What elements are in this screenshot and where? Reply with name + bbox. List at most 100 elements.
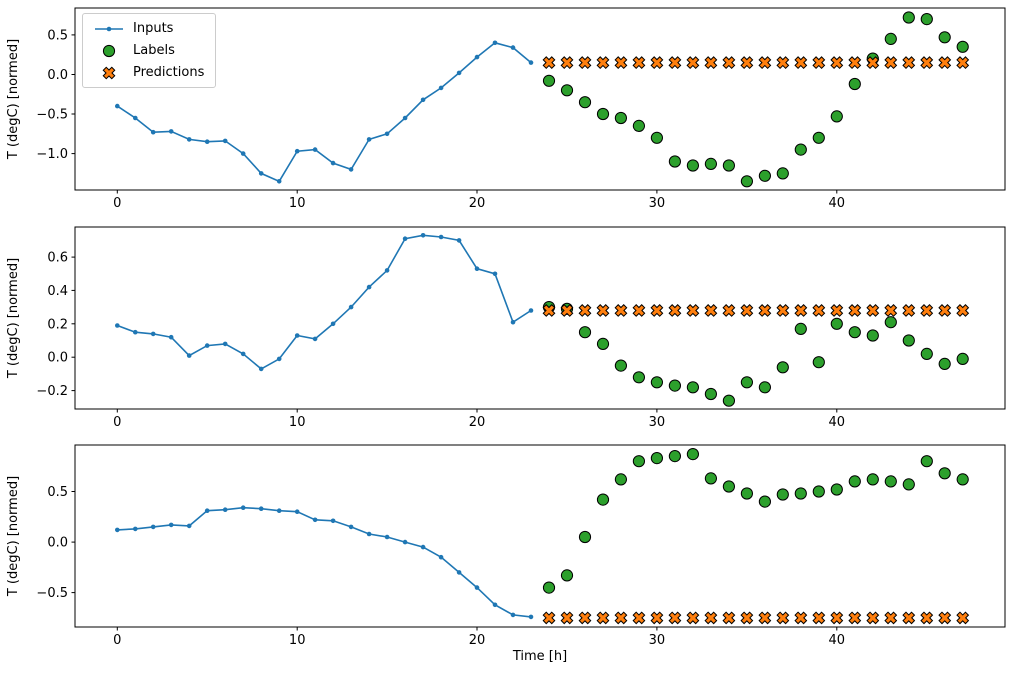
x-tick-label: 40	[829, 633, 846, 648]
inputs-marker	[384, 268, 390, 273]
x-tick-label: 10	[289, 415, 306, 430]
labels-marker	[776, 167, 789, 180]
inputs-marker	[402, 115, 408, 121]
inputs-marker	[115, 527, 120, 533]
x-tick-label: 10	[289, 633, 306, 648]
labels-marker	[542, 74, 556, 87]
labels-marker	[848, 77, 861, 91]
inputs-legend-icon	[95, 26, 123, 31]
labels-marker	[758, 169, 772, 182]
inputs-marker	[492, 271, 498, 277]
inputs-line	[116, 41, 532, 183]
y-tick-label: −1.0	[36, 147, 68, 162]
labels-marker	[866, 329, 879, 342]
labels-marker	[542, 581, 556, 594]
labels-marker	[848, 475, 861, 488]
predictions-marker	[740, 611, 754, 625]
predictions-marker	[920, 56, 934, 70]
labels-marker	[956, 473, 969, 486]
predictions-marker	[722, 304, 736, 317]
legend-label: Labels	[133, 43, 175, 58]
labels-marker	[920, 13, 933, 26]
labels-marker	[596, 107, 610, 121]
inputs-marker	[312, 517, 318, 523]
inputs-marker	[115, 103, 120, 109]
labels-marker	[920, 455, 933, 468]
inputs-marker	[420, 233, 426, 238]
inputs-marker	[294, 509, 300, 514]
inputs-marker	[222, 341, 228, 347]
predictions-marker	[686, 304, 700, 317]
y-tick-label: 0.4	[47, 284, 68, 299]
inputs-marker	[528, 308, 534, 313]
predictions-marker	[578, 304, 592, 317]
labels-marker	[722, 159, 736, 172]
plot-area	[74, 226, 1006, 410]
labels-marker	[758, 495, 772, 508]
predictions-marker	[560, 304, 574, 317]
inputs-marker	[348, 304, 354, 310]
predictions-marker	[776, 611, 790, 625]
predictions-marker	[884, 304, 898, 317]
subplot-top: 0 10 20 30 40 0.5 0.0 −0.5 −1.0 T (degC) [normed]	[6, 7, 1006, 211]
inputs-marker	[492, 602, 498, 608]
labels-marker	[776, 361, 789, 374]
predictions-marker	[794, 611, 808, 625]
y-tick-label: 0.5	[47, 28, 68, 43]
x-tick-label: 30	[649, 415, 666, 430]
legend-item-labels: Labels	[94, 43, 204, 58]
predictions-marker	[884, 611, 898, 625]
inputs-marker	[276, 179, 282, 184]
labels-marker	[614, 111, 628, 125]
inputs-marker	[402, 539, 408, 545]
x-tick-label: 0	[113, 196, 121, 211]
inputs-marker	[150, 331, 156, 337]
labels-marker	[632, 455, 646, 468]
predictions-marker	[956, 56, 970, 70]
inputs-marker	[168, 334, 174, 340]
labels-marker	[866, 473, 879, 486]
labels-marker	[686, 381, 700, 394]
inputs-marker	[438, 85, 444, 91]
y-tick-label: −0.5	[36, 586, 68, 601]
y-tick-label: −0.5	[36, 108, 68, 123]
predictions-marker	[578, 611, 592, 625]
predictions-marker	[920, 611, 934, 625]
predictions-legend-icon	[102, 66, 116, 79]
predictions-marker	[722, 611, 736, 625]
inputs-marker	[330, 518, 336, 524]
labels-marker	[830, 483, 843, 496]
inputs-marker	[510, 612, 516, 618]
predictions-marker	[614, 611, 628, 625]
labels-marker	[740, 376, 754, 389]
x-tick-label: 20	[469, 633, 486, 648]
predictions-marker	[668, 304, 682, 317]
labels-marker	[938, 467, 951, 480]
labels-marker	[596, 337, 610, 351]
labels-marker	[668, 379, 682, 392]
predictions-marker	[884, 56, 898, 70]
inputs-marker	[115, 323, 120, 328]
predictions-marker	[812, 304, 826, 317]
labels-marker	[722, 480, 736, 493]
predictions-marker	[704, 611, 718, 625]
predictions-marker	[542, 56, 556, 70]
labels-marker	[704, 157, 718, 170]
inputs-marker	[258, 506, 264, 511]
inputs-marker	[384, 534, 390, 540]
predictions-marker	[560, 56, 574, 70]
inputs-marker	[348, 167, 354, 172]
inputs-marker	[222, 507, 228, 512]
inputs-marker	[150, 524, 156, 530]
legend-label: Inputs	[133, 21, 174, 36]
y-tick-label: −0.2	[36, 384, 68, 399]
labels-marker	[668, 155, 682, 168]
predictions-marker	[758, 56, 772, 70]
inputs-marker	[330, 321, 336, 327]
plot-area	[74, 444, 1006, 628]
predictions-marker	[812, 611, 826, 625]
labels-marker	[650, 452, 664, 465]
y-axis-label: T (degC) [normed]	[6, 258, 21, 379]
labels-marker	[830, 317, 843, 330]
predictions-marker	[938, 304, 952, 317]
